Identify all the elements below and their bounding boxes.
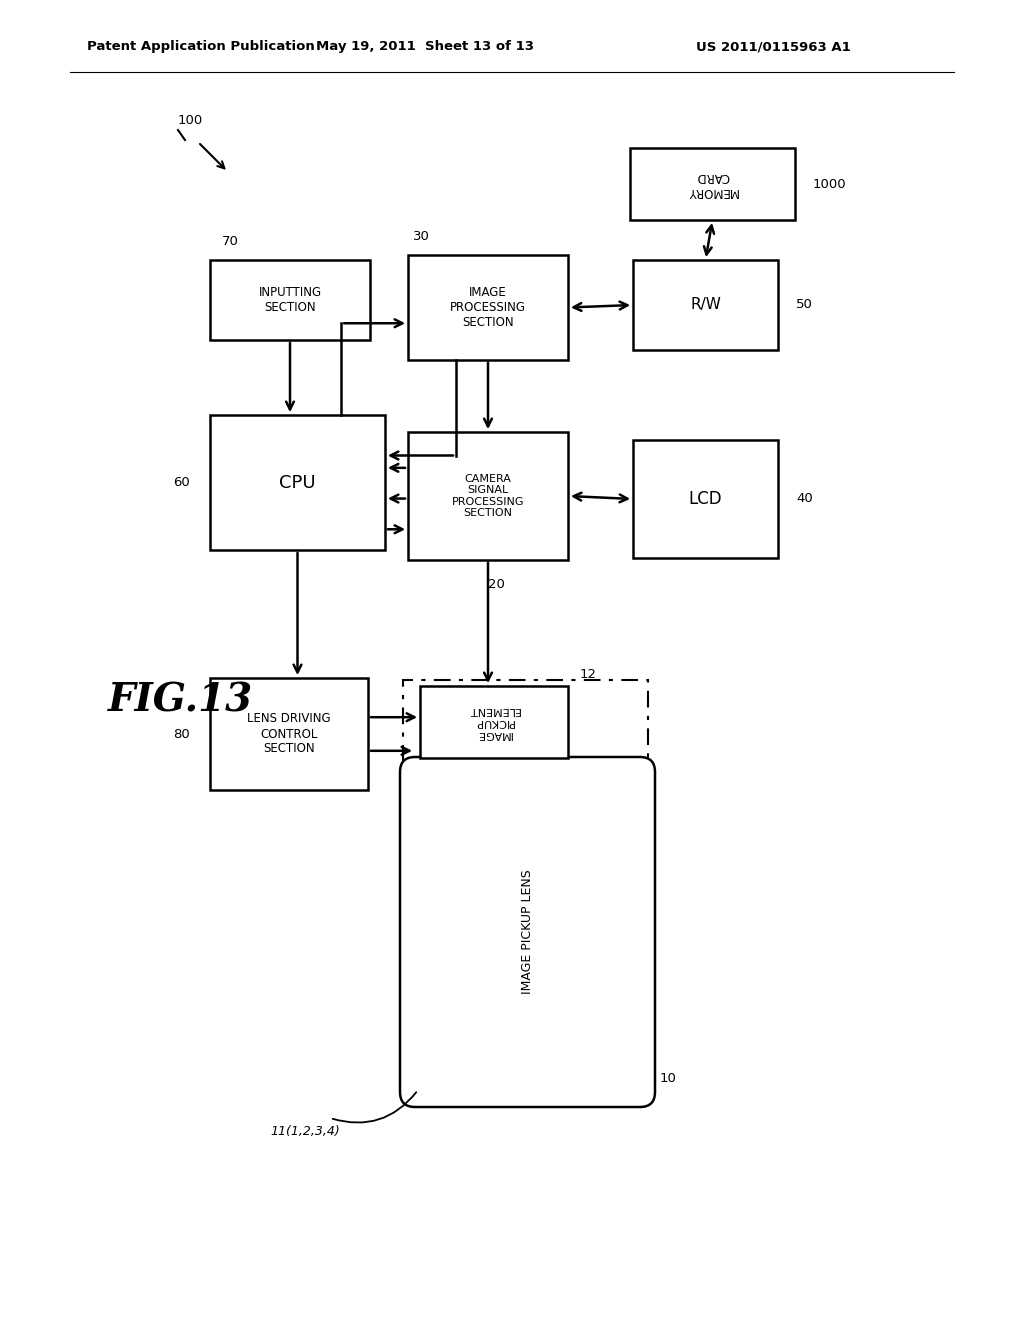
Text: 10: 10: [660, 1072, 677, 1085]
Text: INPUTTING
SECTION: INPUTTING SECTION: [258, 286, 322, 314]
Text: IMAGE
PICKUP
ELEMENT: IMAGE PICKUP ELEMENT: [468, 705, 520, 739]
Text: 60: 60: [173, 477, 190, 488]
Text: May 19, 2011  Sheet 13 of 13: May 19, 2011 Sheet 13 of 13: [316, 40, 534, 53]
Text: CAMERA
SIGNAL
PROCESSING
SECTION: CAMERA SIGNAL PROCESSING SECTION: [452, 474, 524, 519]
Text: MEMORY
CARD: MEMORY CARD: [687, 170, 738, 198]
Bar: [210, 414, 385, 550]
Text: 11(1,2,3,4): 11(1,2,3,4): [270, 1125, 340, 1138]
Text: US 2011/0115963 A1: US 2011/0115963 A1: [696, 40, 851, 53]
Bar: [210, 678, 368, 789]
Text: 80: 80: [173, 727, 190, 741]
Bar: [403, 680, 648, 1100]
Bar: [408, 255, 568, 360]
Text: 50: 50: [796, 298, 813, 312]
Text: CPU: CPU: [280, 474, 315, 491]
Text: R/W: R/W: [690, 297, 721, 313]
Bar: [633, 260, 778, 350]
Text: FIG.13: FIG.13: [108, 681, 253, 719]
Bar: [630, 148, 795, 220]
Bar: [210, 260, 370, 341]
Text: 12: 12: [580, 668, 597, 681]
Text: IMAGE PICKUP LENS: IMAGE PICKUP LENS: [521, 870, 534, 994]
Text: IMAGE
PROCESSING
SECTION: IMAGE PROCESSING SECTION: [450, 286, 526, 329]
Bar: [420, 686, 568, 758]
FancyBboxPatch shape: [400, 756, 655, 1107]
Text: 100: 100: [178, 114, 203, 127]
Text: 70: 70: [222, 235, 239, 248]
Text: 40: 40: [796, 492, 813, 506]
Text: Patent Application Publication: Patent Application Publication: [87, 40, 314, 53]
Text: LENS DRIVING
CONTROL
SECTION: LENS DRIVING CONTROL SECTION: [247, 713, 331, 755]
Text: LCD: LCD: [689, 490, 722, 508]
Bar: [408, 432, 568, 560]
Text: 1000: 1000: [813, 177, 847, 190]
Text: 20: 20: [487, 578, 505, 591]
Bar: [633, 440, 778, 558]
Text: 30: 30: [413, 230, 430, 243]
